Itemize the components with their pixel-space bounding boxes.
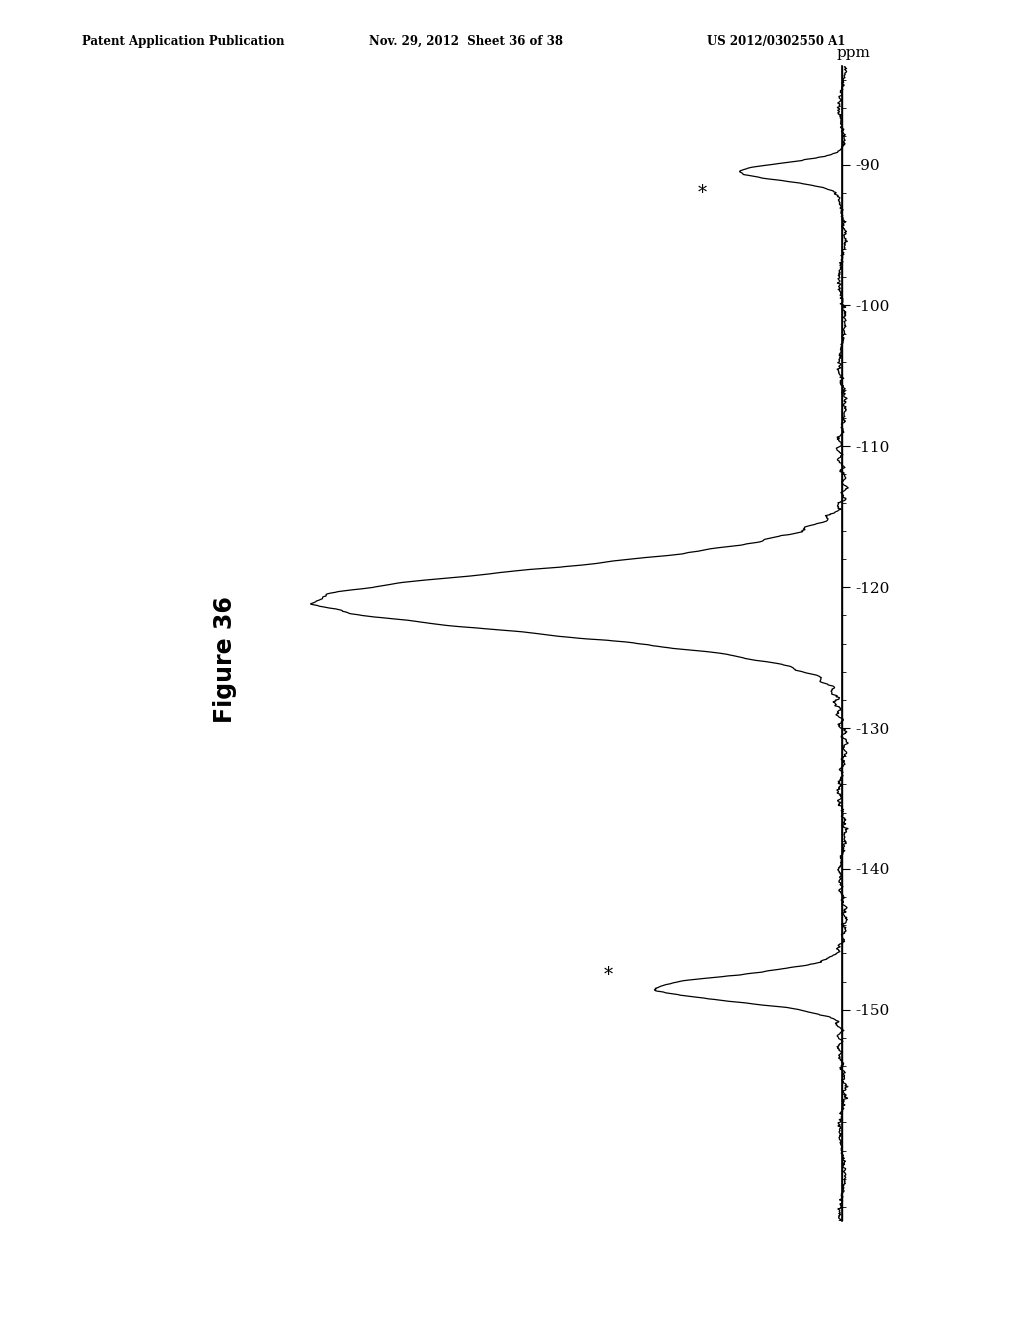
Text: Figure 36: Figure 36 <box>213 597 238 723</box>
Text: *: * <box>604 965 613 983</box>
Text: ppm: ppm <box>837 46 870 61</box>
Text: Nov. 29, 2012  Sheet 36 of 38: Nov. 29, 2012 Sheet 36 of 38 <box>369 34 562 48</box>
Text: US 2012/0302550 A1: US 2012/0302550 A1 <box>707 34 845 48</box>
Text: *: * <box>697 183 707 202</box>
Text: Patent Application Publication: Patent Application Publication <box>82 34 285 48</box>
